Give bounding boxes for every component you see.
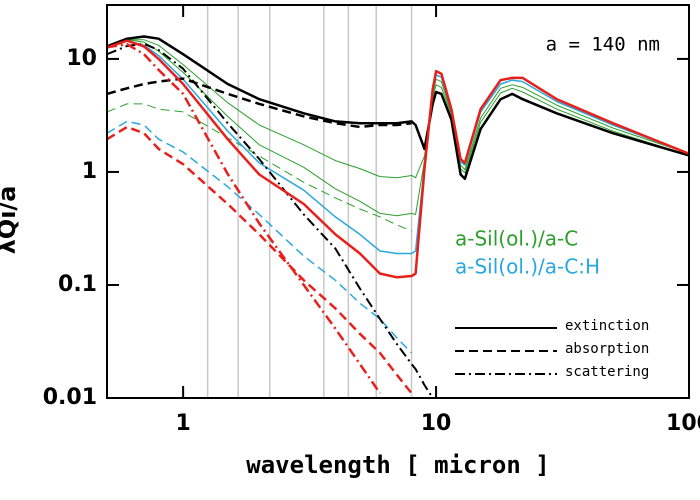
y-tick-label: 1: [82, 159, 97, 184]
plot-area: [107, 5, 689, 398]
series-line: [107, 39, 689, 217]
series-line: [107, 39, 689, 279]
series-line: [107, 39, 689, 255]
plot-frame: [106, 4, 690, 399]
x-tick-label: 100: [666, 411, 700, 436]
series-line: [107, 42, 434, 398]
y-tick-label: 0.01: [43, 385, 97, 410]
series-line: [107, 103, 412, 232]
series-line: [107, 39, 689, 179]
series-line: [107, 42, 382, 395]
legend-label: scattering: [565, 364, 649, 380]
series-line: [107, 120, 413, 354]
y-axis-label: λQi/a: [0, 186, 21, 255]
annotation: a = 140 nm: [546, 34, 660, 56]
legend-label: a-Sil(ol.)/a-C: [455, 227, 578, 251]
series-line: [107, 35, 689, 181]
series-line: [107, 77, 412, 129]
y-tick-label: 10: [66, 46, 97, 71]
x-tick-label: 10: [421, 411, 452, 436]
x-axis-label: wavelength [ micron ]: [246, 451, 549, 479]
series-line: [107, 125, 413, 395]
legend-label: absorption: [565, 341, 649, 357]
y-tick-label: 0.1: [58, 272, 97, 297]
legend-label: a-Sil(ol.)/a-C:H: [455, 255, 600, 279]
x-tick-label: 1: [175, 411, 190, 436]
legend-label: extinction: [565, 318, 649, 334]
